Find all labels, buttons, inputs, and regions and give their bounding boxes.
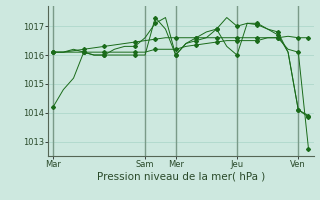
X-axis label: Pression niveau de la mer( hPa ): Pression niveau de la mer( hPa ) — [97, 172, 265, 182]
